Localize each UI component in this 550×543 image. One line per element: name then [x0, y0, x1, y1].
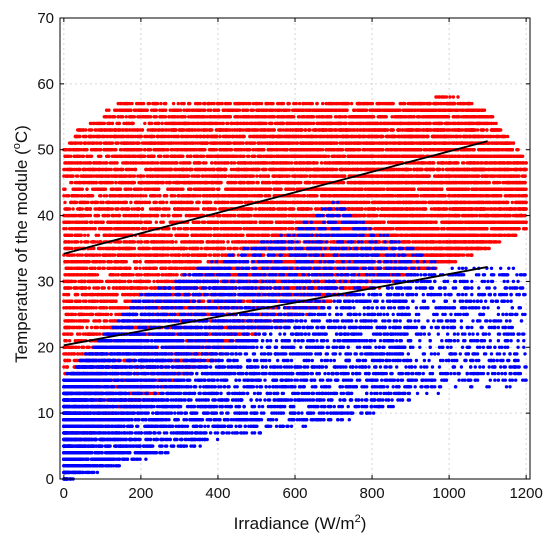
red-data-point — [166, 187, 170, 191]
red-data-point — [79, 240, 83, 244]
red-data-point — [144, 134, 148, 139]
red-data-point — [88, 128, 93, 132]
red-data-point — [154, 220, 158, 224]
red-data-point — [465, 253, 469, 257]
red-data-point — [448, 95, 452, 99]
red-data-point — [176, 101, 180, 106]
red-data-point — [485, 128, 489, 132]
red-data-point — [165, 200, 169, 205]
red-data-point — [86, 200, 90, 205]
red-data-point — [255, 174, 259, 178]
red-data-point — [383, 101, 387, 106]
red-data-point — [260, 141, 265, 145]
red-data-point — [71, 207, 75, 211]
red-data-point — [152, 279, 156, 284]
red-data-point — [67, 339, 72, 343]
red-data-point — [259, 101, 264, 106]
red-data-point — [86, 233, 90, 237]
red-data-point — [98, 194, 102, 198]
red-data-point — [456, 95, 460, 99]
red-data-point — [497, 240, 502, 244]
red-data-point — [89, 325, 94, 330]
red-data-point — [297, 101, 302, 106]
red-data-point — [174, 273, 178, 277]
